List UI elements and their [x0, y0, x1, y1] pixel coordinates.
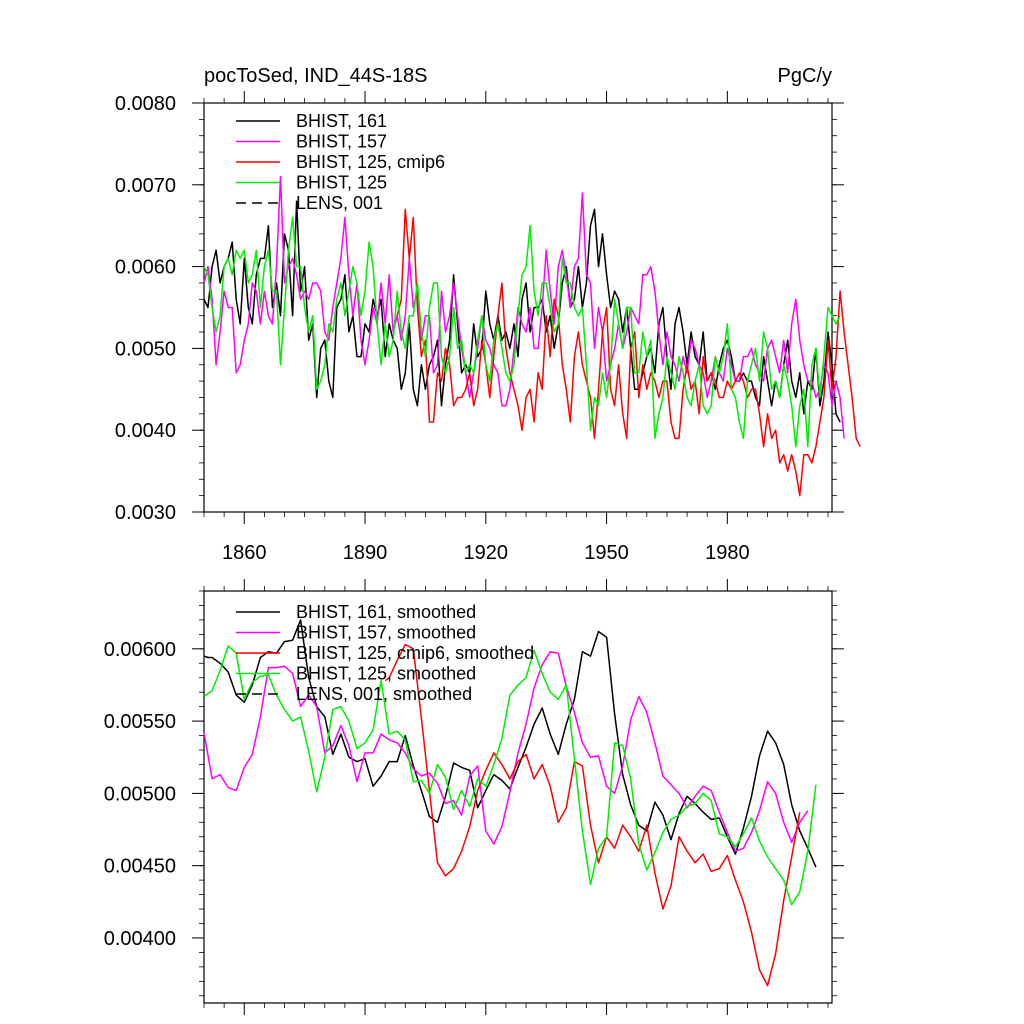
y-tick-label: 0.0060 — [115, 257, 176, 279]
legend-label: BHIST, 161 — [296, 111, 387, 131]
y-tick-label: 0.0030 — [115, 502, 176, 524]
legend-label: BHIST, 157 — [296, 132, 387, 152]
legend-label: LENS, 001 — [296, 193, 383, 213]
bottom-plot-frame — [203, 590, 833, 1004]
bottom-ticks — [192, 579, 844, 1015]
y-tick-label: 0.0070 — [115, 175, 176, 197]
top-title-right: PgC/y — [778, 65, 832, 87]
series-line-4 — [203, 645, 817, 906]
x-tick-label: 1980 — [705, 542, 750, 564]
bottom-y-tick-labels: 0.00400 0.00450 0.00500 0.00550 0.00600 — [104, 639, 176, 950]
x-tick-label: 1860 — [222, 542, 267, 564]
series-line-1 — [203, 619, 817, 868]
legend-label: BHIST, 125, smoothed — [296, 664, 476, 684]
top-ticks — [192, 91, 844, 524]
top-panel: pocToSed, IND_44S-18S PgC/y 0.0030 0.0040… — [115, 65, 861, 564]
legend-label: LENS, 001, smoothed — [296, 684, 472, 704]
top-series — [203, 175, 861, 497]
x-tick-label: 1890 — [343, 542, 388, 564]
y-tick-label: 0.00450 — [104, 856, 176, 878]
x-tick-label: 1950 — [584, 542, 629, 564]
series-line-3 — [396, 208, 861, 497]
y-tick-label: 0.0080 — [115, 93, 176, 115]
top-y-tick-labels: 0.0030 0.0040 0.0050 0.0060 0.0070 0.0080 — [115, 93, 176, 524]
bottom-series — [203, 619, 817, 987]
y-tick-label: 0.00400 — [104, 928, 176, 950]
series-line-2 — [203, 175, 845, 439]
y-tick-label: 0.0040 — [115, 420, 176, 442]
x-tick-label: 1920 — [464, 542, 509, 564]
y-tick-label: 0.00600 — [104, 639, 176, 661]
legend-label: BHIST, 125 — [296, 173, 387, 193]
y-tick-label: 0.0050 — [115, 338, 176, 360]
top-title-left: pocToSed, IND_44S-18S — [204, 65, 427, 87]
top-plot-frame — [203, 102, 833, 513]
legend-label: BHIST, 125, cmip6 — [296, 152, 445, 172]
series-line-4 — [203, 216, 841, 448]
legend-label: BHIST, 125, cmip6, smoothed — [296, 643, 534, 663]
legend-label: BHIST, 157, smoothed — [296, 623, 476, 643]
y-tick-label: 0.00500 — [104, 783, 176, 805]
bottom-panel: 0.00400 0.00450 0.00500 0.00550 0.00600 BHIS… — [104, 579, 844, 1015]
series-line-3 — [384, 643, 801, 987]
series-line-2 — [203, 650, 809, 852]
legend-label: BHIST, 161, smoothed — [296, 602, 476, 622]
y-tick-label: 0.00550 — [104, 711, 176, 733]
top-x-tick-labels: 1860 1890 1920 1950 1980 — [222, 542, 750, 564]
